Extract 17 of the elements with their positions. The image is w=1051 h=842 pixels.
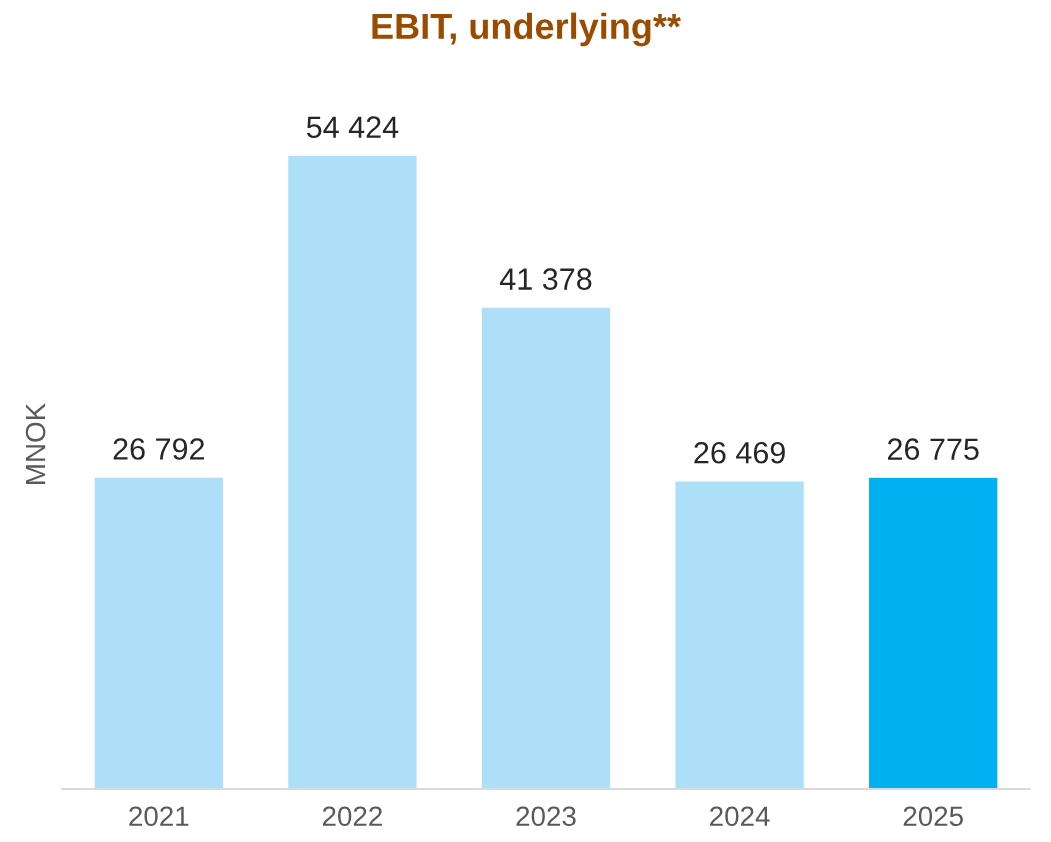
data-label: 26 792 — [113, 438, 204, 460]
chart-title: EBIT, underlying** — [372, 12, 681, 47]
y-axis-title: MNOK — [25, 403, 46, 484]
data-label: 54 424 — [306, 116, 399, 138]
bar — [480, 306, 612, 789]
bar — [867, 476, 999, 789]
x-tick-label: 2021 — [129, 806, 189, 827]
x-tick-label: 2023 — [516, 806, 576, 827]
data-label: 26 775 — [888, 438, 979, 461]
bar — [674, 480, 806, 789]
data-label: 26 469 — [694, 441, 785, 464]
bar — [93, 476, 225, 789]
data-label: 41 378 — [499, 268, 592, 290]
x-tick-label: 2022 — [322, 806, 382, 827]
x-tick-label: 2025 — [903, 806, 963, 827]
bar — [286, 154, 418, 789]
x-tick-label: 2024 — [710, 806, 770, 827]
